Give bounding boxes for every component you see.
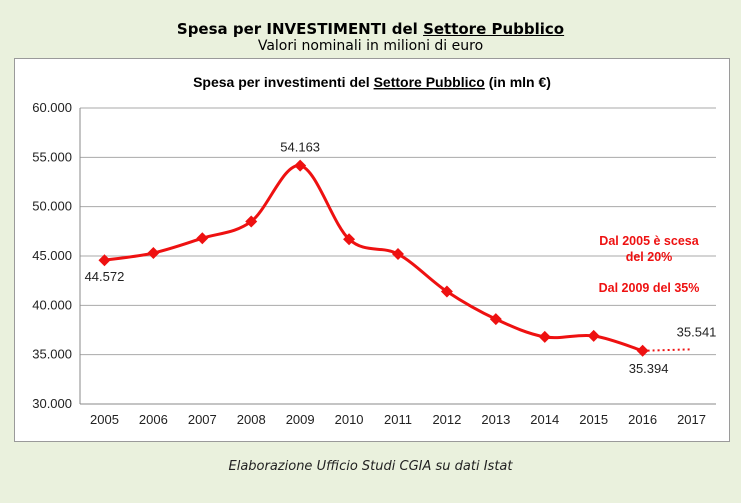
series-markers bbox=[98, 159, 649, 357]
y-tick-label: 50.000 bbox=[32, 199, 72, 214]
data-point-marker bbox=[343, 233, 356, 246]
x-tick-label: 2016 bbox=[628, 412, 657, 427]
x-axis-ticks: 2005 2006 2007 2008 2009 2010 2011 2012 2013 2014… bbox=[90, 412, 706, 427]
data-point-marker bbox=[636, 344, 649, 357]
x-tick-label: 2010 bbox=[335, 412, 364, 427]
gridlines bbox=[79, 107, 716, 405]
data-point-marker bbox=[587, 329, 600, 342]
series-line bbox=[104, 164, 644, 353]
x-tick-label: 2007 bbox=[188, 412, 217, 427]
line-chart: Spesa per investimenti del Settore Pubbl… bbox=[32, 74, 717, 427]
data-point-marker bbox=[440, 285, 453, 298]
x-tick-label: 2015 bbox=[579, 412, 608, 427]
x-tick-label: 2009 bbox=[286, 412, 315, 427]
data-label: 35.541 bbox=[677, 324, 717, 339]
y-tick-label: 55.000 bbox=[32, 149, 72, 164]
data-point-marker bbox=[98, 254, 111, 267]
x-tick-label: 2006 bbox=[139, 412, 168, 427]
x-tick-label: 2008 bbox=[237, 412, 266, 427]
y-tick-label: 60.000 bbox=[32, 100, 72, 115]
data-label: 44.572 bbox=[85, 269, 125, 284]
annotation-text: del 20% bbox=[626, 250, 673, 264]
data-label: 35.394 bbox=[629, 361, 669, 376]
y-tick-label: 40.000 bbox=[32, 297, 72, 312]
x-tick-label: 2017 bbox=[677, 412, 706, 427]
series-line-projection bbox=[642, 348, 692, 352]
annotation-text: Dal 2005 è scesa bbox=[599, 234, 699, 248]
data-point-marker bbox=[196, 232, 209, 245]
annotations: Dal 2005 è scesa del 20% Dal 2009 del 35% bbox=[599, 234, 700, 295]
x-tick-label: 2011 bbox=[384, 412, 412, 427]
y-tick-label: 35.000 bbox=[32, 347, 72, 362]
x-tick-label: 2014 bbox=[530, 412, 559, 427]
x-tick-label: 2012 bbox=[432, 412, 461, 427]
chart-panel: Spesa per investimenti del Settore Pubbl… bbox=[14, 58, 730, 442]
data-labels: 44.572 54.163 35.394 35.541 bbox=[85, 140, 717, 376]
annotation-text: Dal 2009 del 35% bbox=[599, 281, 700, 295]
data-point-marker bbox=[489, 313, 502, 326]
data-label: 54.163 bbox=[280, 140, 320, 155]
data-point-marker bbox=[147, 247, 160, 260]
data-point-marker bbox=[538, 330, 551, 343]
y-axis-ticks: 30.000 35.000 40.000 45.000 50.000 55.000 60.0… bbox=[32, 100, 72, 411]
data-point-marker bbox=[392, 248, 404, 261]
page-title: Spesa per INVESTIMENTI del Settore Pubbl… bbox=[176, 20, 565, 38]
x-tick-label: 2013 bbox=[481, 412, 510, 427]
chart-title: Spesa per investimenti del Settore Pubbl… bbox=[193, 74, 551, 90]
y-tick-label: 45.000 bbox=[32, 248, 72, 263]
source-note: Elaborazione Ufficio Studi CGIA su dati … bbox=[228, 459, 513, 474]
x-tick-label: 2005 bbox=[90, 412, 119, 427]
data-point-marker bbox=[245, 215, 258, 228]
data-point-marker bbox=[294, 159, 307, 172]
page-subtitle: Valori nominali in milioni di euro bbox=[257, 38, 484, 54]
y-tick-label: 30.000 bbox=[32, 396, 72, 411]
